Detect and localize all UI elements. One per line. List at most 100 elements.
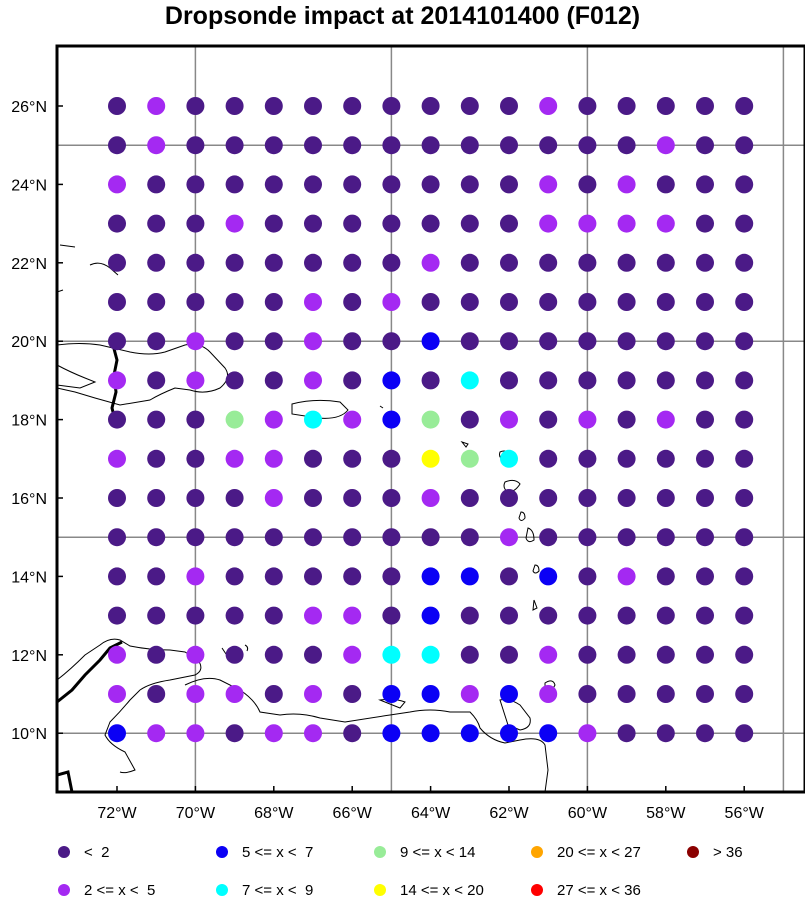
impact-point	[617, 175, 636, 194]
impact-point	[460, 332, 479, 351]
lon-tick-label: 66°W	[333, 805, 373, 822]
impact-point	[539, 449, 558, 468]
impact-point	[696, 685, 714, 703]
impact-point	[578, 136, 597, 155]
impact-point	[382, 410, 401, 429]
impact-point	[460, 685, 479, 703]
impact-point	[539, 332, 558, 351]
impact-point	[343, 724, 362, 743]
lat-tick-label: 12°N	[11, 648, 47, 665]
impact-point	[304, 449, 322, 468]
lon-tick-label: 60°W	[568, 805, 608, 822]
impact-point	[147, 489, 166, 507]
impact-point	[225, 253, 244, 272]
impact-point	[343, 567, 362, 586]
impact-point	[735, 567, 754, 586]
impact-point	[186, 175, 205, 194]
impact-point	[539, 724, 558, 743]
impact-point	[186, 214, 205, 233]
impact-point	[382, 136, 401, 155]
impact-point	[382, 489, 401, 507]
impact-point	[382, 371, 401, 390]
impact-point	[264, 645, 283, 664]
impact-point	[108, 253, 126, 272]
impact-point	[460, 293, 479, 311]
lon-tick-label: 68°W	[254, 805, 294, 822]
impact-point	[108, 449, 126, 468]
impact-point	[421, 606, 440, 625]
impact-point	[656, 371, 675, 390]
impact-point	[225, 685, 244, 703]
impact-point	[656, 97, 675, 115]
impact-point	[539, 214, 558, 233]
impact-point	[186, 449, 205, 468]
impact-point	[656, 606, 675, 625]
impact-point	[735, 332, 754, 351]
impact-point	[656, 214, 675, 233]
impact-point	[225, 606, 244, 625]
impact-point	[186, 410, 205, 429]
impact-point	[147, 97, 166, 115]
impact-point	[343, 293, 362, 311]
impact-point	[500, 567, 518, 586]
impact-point	[304, 332, 322, 351]
impact-point	[108, 410, 126, 429]
impact-point	[500, 332, 518, 351]
impact-point	[421, 175, 440, 194]
impact-point	[735, 645, 754, 664]
impact-point	[656, 253, 675, 272]
impact-point	[460, 606, 479, 625]
impact-point	[382, 449, 401, 468]
impact-point	[264, 606, 283, 625]
impact-point	[421, 645, 440, 664]
impact-point	[617, 214, 636, 233]
impact-point	[264, 293, 283, 311]
impact-point	[186, 253, 205, 272]
impact-point	[735, 449, 754, 468]
lat-tick-label: 22°N	[11, 256, 47, 273]
impact-point	[108, 685, 126, 703]
impact-point	[147, 332, 166, 351]
impact-point	[225, 449, 244, 468]
impact-point	[460, 449, 479, 468]
impact-point	[617, 449, 636, 468]
impact-point	[225, 97, 244, 115]
impact-point	[696, 371, 714, 390]
map-title: Dropsonde impact at 2014101400 (F012)	[164, 2, 641, 30]
impact-point	[225, 567, 244, 586]
impact-point	[343, 489, 362, 507]
impact-point	[500, 253, 518, 272]
impact-point	[304, 606, 322, 625]
impact-point	[735, 528, 754, 547]
impact-point	[382, 214, 401, 233]
impact-point	[460, 175, 479, 194]
impact-point	[264, 332, 283, 351]
impact-point	[304, 253, 322, 272]
impact-point	[108, 332, 126, 351]
impact-point	[421, 293, 440, 311]
impact-point	[264, 449, 283, 468]
impact-point	[382, 606, 401, 625]
impact-point	[421, 449, 440, 468]
latitude-axis: 26°N 24°N 22°N 20°N 18°N 16°N 14°N 12°N 10°N	[11, 99, 63, 743]
impact-point	[696, 410, 714, 429]
impact-point	[225, 293, 244, 311]
impact-point	[578, 528, 597, 547]
impact-point	[578, 449, 597, 468]
impact-point	[343, 175, 362, 194]
impact-point	[304, 567, 322, 586]
impact-point	[343, 410, 362, 429]
impact-point	[656, 645, 675, 664]
impact-point	[343, 685, 362, 703]
impact-point	[343, 606, 362, 625]
impact-point	[147, 175, 166, 194]
lat-tick-label: 10°N	[11, 726, 47, 743]
impact-point	[617, 489, 636, 507]
impact-point	[343, 214, 362, 233]
impact-point	[264, 685, 283, 703]
impact-point	[225, 214, 244, 233]
impact-point	[304, 645, 322, 664]
impact-point	[225, 136, 244, 155]
impact-point	[225, 175, 244, 194]
impact-point	[186, 567, 205, 586]
